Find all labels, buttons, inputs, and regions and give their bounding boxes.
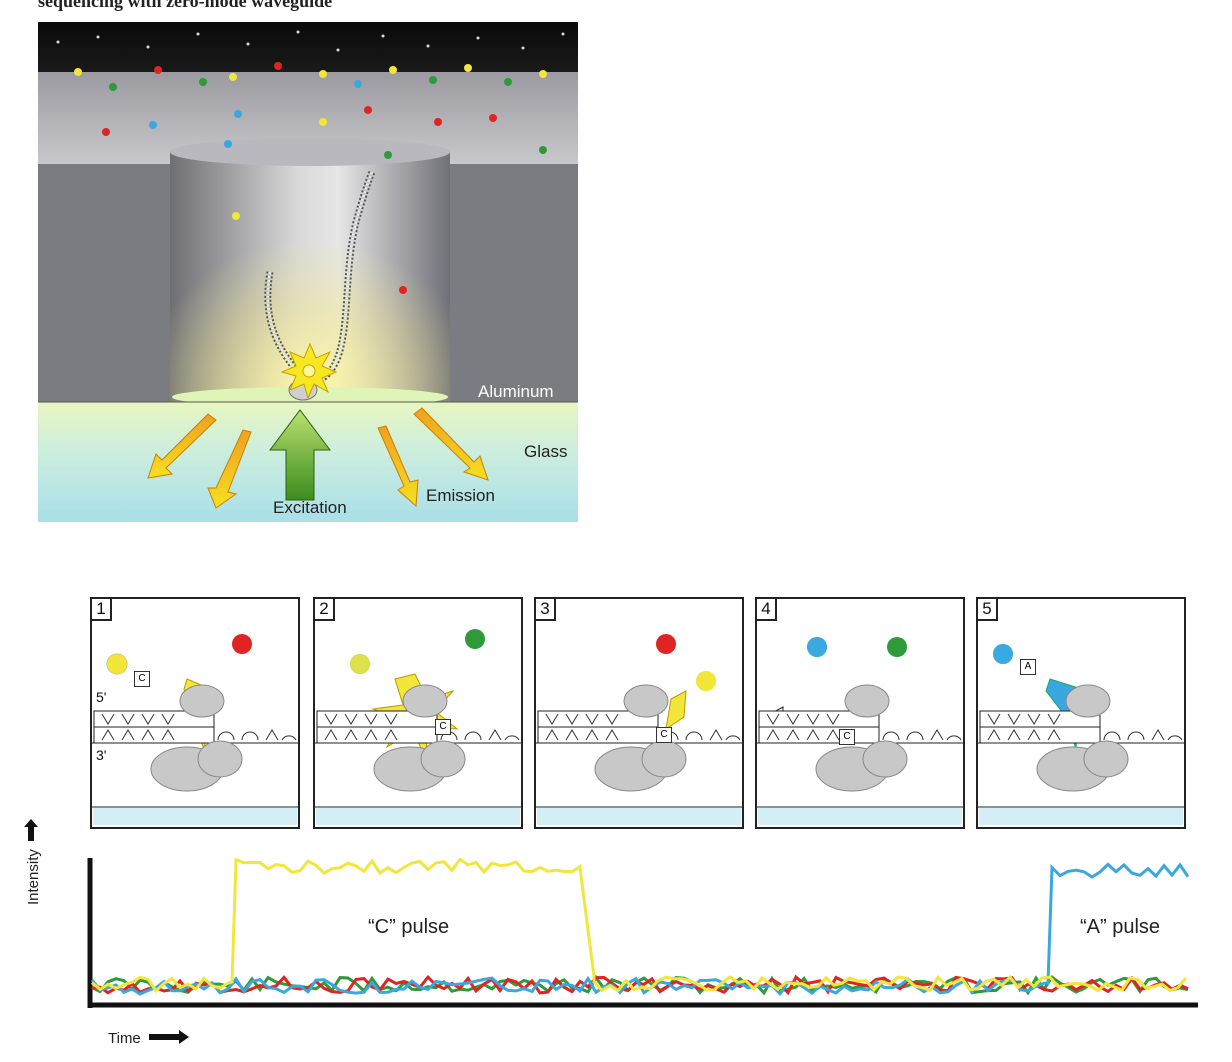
panel-number: 2: [315, 599, 335, 621]
panel-2: 2 C: [313, 597, 523, 829]
base-tag: C: [839, 729, 855, 745]
y-axis-label: Intensity: [24, 785, 44, 905]
zmw-well-illustration: Aluminum Glass Excitation Emission: [38, 22, 578, 522]
panel-4: 4 C: [755, 597, 965, 829]
header-text: sequencing with zero-mode waveguide: [38, 0, 333, 11]
panel-number: 5: [978, 599, 998, 621]
x-axis-label: Time: [108, 1030, 189, 1048]
base-tag: A: [1020, 659, 1036, 675]
blue-trace: [90, 862, 1190, 997]
panel-number: 3: [536, 599, 556, 621]
base-tag: C: [656, 727, 672, 743]
base-tag: C: [134, 671, 150, 687]
glass-label: Glass: [524, 442, 568, 461]
base-tag: C: [435, 719, 451, 735]
excitation-label: Excitation: [273, 498, 347, 517]
three-prime-label: 3': [96, 747, 107, 763]
panel-number: 4: [757, 599, 777, 621]
panel-number: 1: [92, 599, 112, 621]
panel-5: 5 A: [976, 597, 1186, 829]
up-arrow-icon: [24, 818, 42, 841]
c-pulse-label: “C” pulse: [368, 916, 450, 938]
emission-label: Emission: [426, 486, 495, 505]
a-pulse-label: “A” pulse: [1080, 916, 1161, 938]
panel-3: 3 C: [534, 597, 744, 829]
yellow-trace: [91, 857, 1188, 994]
five-prime-label: 5': [96, 689, 107, 705]
aluminum-label: Aluminum: [478, 382, 554, 401]
panel-1: 1 C 5' 3': [90, 597, 300, 829]
right-arrow-icon: [148, 1030, 189, 1048]
intensity-trace: “C” pulse “A” pulse: [80, 857, 1205, 1038]
